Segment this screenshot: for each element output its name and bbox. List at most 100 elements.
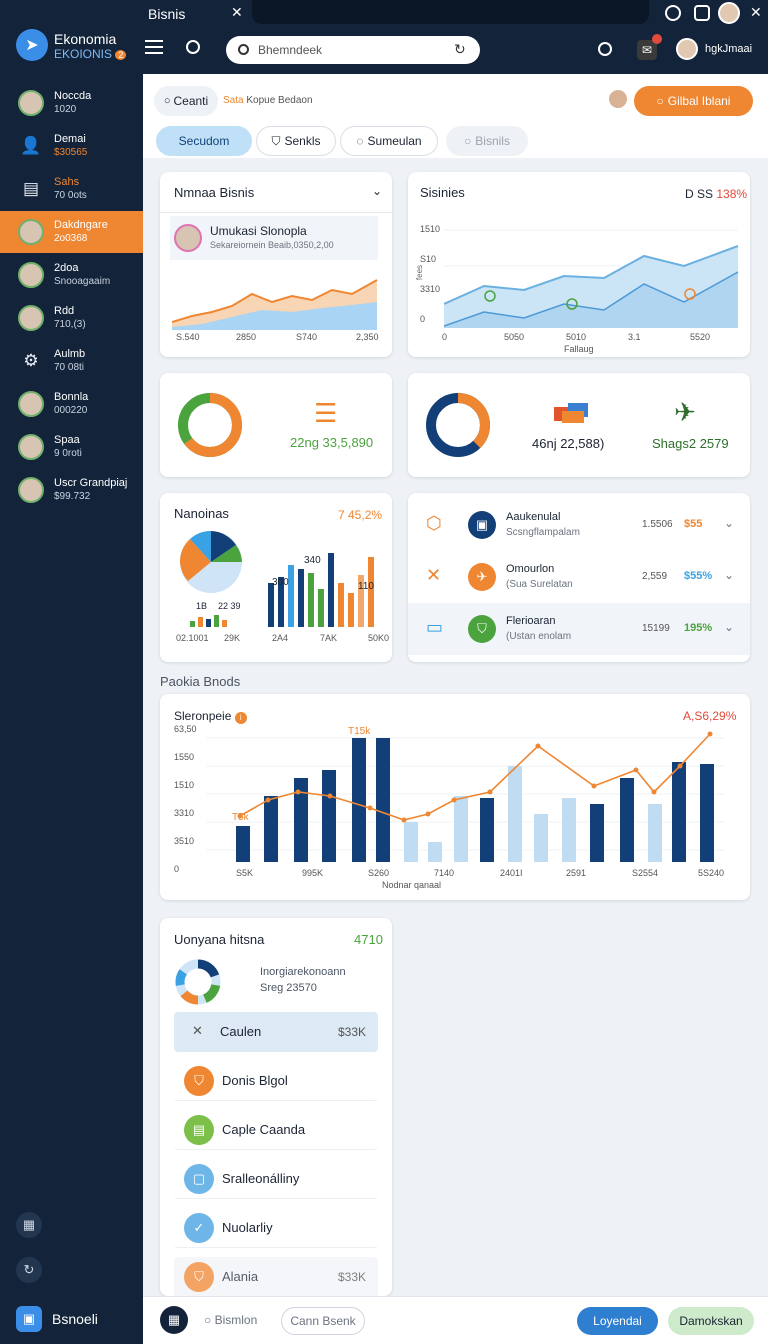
tick-label: 0 xyxy=(442,332,448,342)
tab-sumeulan[interactable]: ◌ Sumeulan xyxy=(340,126,438,156)
card-value: 46nj 22,588) xyxy=(532,436,605,451)
big-chart-card: Sleronpeie i A,S6,29% T15k T5k 63,501550… xyxy=(160,694,750,900)
panel-item[interactable]: ⛉ Donis Blgol xyxy=(174,1061,378,1101)
bottom-search[interactable]: ○ Bismlon xyxy=(204,1313,258,1327)
close-icon[interactable]: ✕ xyxy=(750,4,762,20)
card-value: D SS 138% xyxy=(685,187,748,201)
sidebar-item[interactable]: Noccda 1020 xyxy=(0,82,143,124)
chevron-down-icon[interactable]: ⌄ xyxy=(724,516,735,530)
panel-item[interactable]: ▢ Sralleonálliny xyxy=(174,1159,378,1199)
shield-icon: ⛉ xyxy=(184,1262,214,1292)
tick-label: 2591 xyxy=(566,868,587,878)
sidebar-item-label: Spaa xyxy=(54,434,80,446)
owner-avatar[interactable] xyxy=(609,90,627,108)
user-name[interactable]: hgkJmaai xyxy=(705,43,753,55)
list-item[interactable]: ⬡ ▣ Aaukenulal Scsngflampalam 1.5506 $55 ⌄ xyxy=(408,499,750,551)
sidebar-item[interactable]: 2doa Snooagaaim xyxy=(0,254,143,296)
breadcrumb: Sata Kopue Bedaon xyxy=(223,95,313,106)
panel-item-label: Donis Blgol xyxy=(222,1073,288,1088)
sidebar-item[interactable]: 👤 Demai $30565 xyxy=(0,125,143,167)
sidebar-item[interactable]: Dakdngare 2o0368 xyxy=(0,211,143,253)
person-row[interactable]: Umukasi Slonopla Sekareiornein Beaib,035… xyxy=(170,216,378,260)
point xyxy=(401,817,407,823)
cross-icon: ✕ xyxy=(426,565,442,585)
point xyxy=(535,743,541,749)
refresh-icon[interactable]: ↻ xyxy=(16,1257,42,1283)
avatar xyxy=(18,477,44,503)
sidebar-item[interactable]: ▤ Sahs 70 0ots xyxy=(0,168,143,210)
global-search-icon[interactable] xyxy=(598,42,612,56)
confirm-button[interactable]: Damokskan xyxy=(668,1307,754,1335)
sidebar-item[interactable]: ⚙ Aulmb 70 08ti xyxy=(0,340,143,382)
sidebar-item-value: $99.732 xyxy=(54,491,91,502)
panel-item[interactable]: ▤ Caple Caanda xyxy=(174,1110,378,1150)
panel-title: Uonyana hitsna xyxy=(174,932,265,947)
bar xyxy=(480,798,494,862)
tick-label: 2401I xyxy=(500,868,523,878)
grid-icon[interactable]: ▦ xyxy=(160,1306,188,1334)
sidebar-footer[interactable]: ▣ Bsnoeli xyxy=(0,1296,143,1344)
avatar xyxy=(174,224,202,252)
chat-icon: ◌ xyxy=(356,134,364,148)
avatar xyxy=(18,391,44,417)
search-placeholder: Bhemndeek xyxy=(258,43,323,57)
close-tab-icon[interactable]: ✕ xyxy=(231,4,243,20)
chevron-down-icon[interactable]: ⌄ xyxy=(724,620,735,634)
sidebar-item[interactable]: Rdd 710,(3) xyxy=(0,297,143,339)
x-axis-label: Nodnar qanaal xyxy=(382,880,442,890)
item-pct: 195% xyxy=(684,622,713,634)
sidebar-item[interactable]: Uscr Grandpiaj $99.732 xyxy=(0,469,143,511)
item-badge-icon: ▣ xyxy=(468,511,496,539)
refresh-icon[interactable]: ↻ xyxy=(454,41,466,57)
point xyxy=(707,731,713,737)
search-input[interactable]: Bhemndeek ↻ xyxy=(226,36,480,64)
section-title: Paokia Bnods xyxy=(160,674,241,689)
card-title: Sisinies xyxy=(420,185,465,200)
search-icon: ○ xyxy=(464,134,472,148)
chevron-down-icon[interactable]: ⌄ xyxy=(372,184,383,198)
notifications-icon[interactable]: ✉ xyxy=(637,34,662,60)
tab-senkls[interactable]: ⛉ Senkls xyxy=(256,126,336,156)
record-icon[interactable] xyxy=(665,5,681,21)
sidebar-item[interactable]: Bonnla 000220 xyxy=(0,383,143,425)
tab-secudom[interactable]: Secudom xyxy=(156,126,252,156)
bar-label: 110 xyxy=(358,581,374,592)
series-card: Sisinies D SS 138% fees 1510 S10 3310 0 0 505… xyxy=(408,172,750,357)
primary-button[interactable]: Loyendai xyxy=(577,1307,658,1335)
calendar-icon[interactable]: ▦ xyxy=(16,1212,42,1238)
chevron-down-icon[interactable]: ⌄ xyxy=(724,568,735,582)
search-icon[interactable] xyxy=(186,40,200,54)
tab-strip xyxy=(252,0,649,24)
tick-label: 3310 xyxy=(174,808,195,818)
sidebar-item-value: 710,(3) xyxy=(54,319,86,330)
camera-icon[interactable] xyxy=(694,5,710,21)
folder-icon: ▭ xyxy=(426,617,444,637)
list-item[interactable]: ✕ ✈ Omourlon (Sua Surelatan 2,559 $55% ⌄ xyxy=(408,551,750,603)
panel-item[interactable]: ✓ Nuolarliy xyxy=(174,1208,378,1248)
sidebar-item-label: Aulmb xyxy=(54,348,86,360)
bar-chart xyxy=(268,553,374,627)
avatar xyxy=(18,434,44,460)
bar-line-chart xyxy=(206,731,724,862)
panel-item[interactable]: ✕ Caulen $33K xyxy=(174,1012,378,1052)
list-item[interactable]: ▭ ⛉ Flerioaran (Ustan enolam 15199 195% ⌄ xyxy=(408,603,750,655)
bar xyxy=(352,738,366,862)
tick-label: 63,50 xyxy=(174,724,197,734)
panel-item[interactable]: ⛉ Alania $33K xyxy=(174,1257,378,1297)
menu-icon[interactable] xyxy=(145,40,163,54)
secondary-button[interactable]: Cann Bsenk xyxy=(281,1307,365,1335)
card-pct: 7 45,2% xyxy=(338,508,383,522)
tick-label: 1510 xyxy=(420,224,441,234)
tab-bisnils[interactable]: ○ Bisnils xyxy=(446,126,528,156)
filter-search-button[interactable]: ○ Ceanti xyxy=(154,86,218,116)
tick-label: 2A4 xyxy=(272,633,289,643)
user-avatar[interactable] xyxy=(676,38,698,60)
tick-label: 5010 xyxy=(566,332,587,342)
tab-title[interactable]: Bisnis xyxy=(148,6,186,22)
sidebar-item[interactable]: Spaa 9 0roti xyxy=(0,426,143,468)
airplane-icon: ✈ xyxy=(674,397,696,427)
tab-avatar[interactable] xyxy=(718,2,740,24)
sidebar-item-value: Snooagaaim xyxy=(54,276,111,287)
primary-action-button[interactable]: ○ Gilbal Iblani xyxy=(634,86,753,116)
panel-value: 4710 xyxy=(354,932,383,947)
